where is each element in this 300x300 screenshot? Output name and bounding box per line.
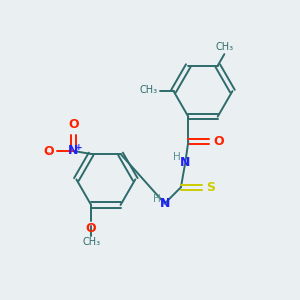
Text: H: H xyxy=(173,152,181,162)
Text: O: O xyxy=(43,145,54,158)
Text: ⁻: ⁻ xyxy=(44,151,50,161)
Text: CH₃: CH₃ xyxy=(140,85,158,94)
Text: O: O xyxy=(86,222,96,235)
Text: CH₃: CH₃ xyxy=(216,42,234,52)
Text: N: N xyxy=(160,197,170,210)
Text: H: H xyxy=(153,194,160,204)
Text: +: + xyxy=(75,143,82,152)
Text: O: O xyxy=(213,135,224,148)
Text: O: O xyxy=(68,118,79,131)
Text: N: N xyxy=(180,156,190,169)
Text: S: S xyxy=(206,181,215,194)
Text: CH₃: CH₃ xyxy=(82,237,100,247)
Text: N: N xyxy=(68,144,79,157)
